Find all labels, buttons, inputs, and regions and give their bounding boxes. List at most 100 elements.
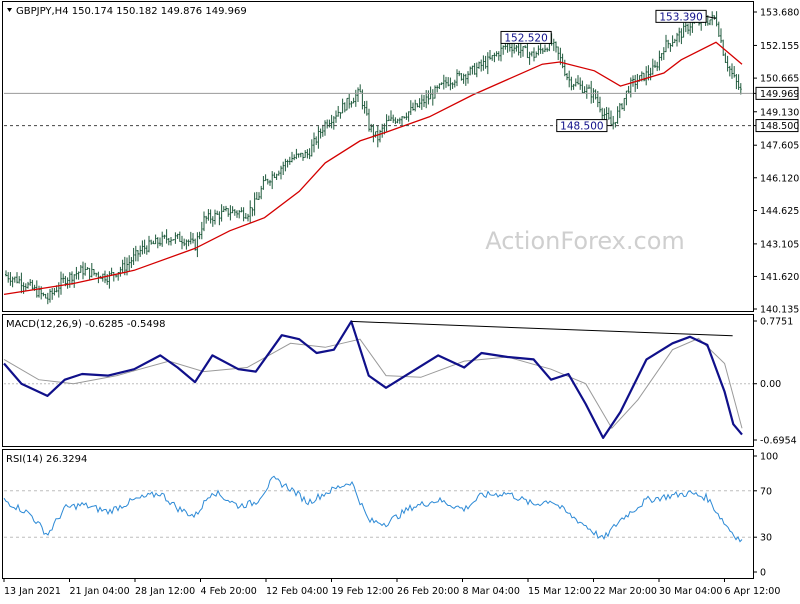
annotation-box [500, 30, 552, 44]
price-bar [352, 97, 355, 104]
y-tick-label: 147.605 [753, 141, 799, 152]
price-bar [618, 102, 621, 119]
price-bar [524, 45, 527, 49]
price-bar [273, 172, 276, 179]
price-bar [456, 69, 458, 87]
price-bar [46, 292, 49, 305]
y-label-box [755, 119, 799, 133]
price-bar [354, 89, 357, 107]
y-tick-text: 149.969 [760, 89, 799, 100]
y-tick-text: -0.6954 [760, 436, 797, 447]
price-bar [662, 47, 665, 60]
annotation-label: 153.390 [659, 11, 702, 23]
price-bar [95, 272, 98, 277]
x-tick-label: 13 Jan 2021 [3, 578, 61, 597]
price-bar [198, 231, 201, 240]
y-tick-label: 140.135 [753, 305, 799, 316]
price-bar [458, 70, 461, 77]
price-bar [414, 99, 417, 112]
x-tick-label: 22 Mar 20:00 [593, 578, 657, 597]
price-bar [132, 247, 135, 266]
price-bar [93, 268, 95, 276]
price-bar [656, 61, 659, 72]
price-bar [643, 72, 645, 82]
price-bar [563, 59, 566, 77]
price-bar [247, 213, 249, 222]
y-tick-text: 141.620 [760, 272, 799, 283]
price-bar [16, 272, 18, 284]
price-bar [183, 238, 186, 247]
price-bar [572, 83, 575, 90]
price-bar [634, 74, 637, 93]
annotation-box [556, 119, 608, 133]
price-bar [387, 115, 390, 122]
price-bar [579, 77, 582, 90]
price-header: GBPJPY,H4 150.174 150.182 149.876 149.96… [16, 6, 247, 17]
price-bar [561, 53, 564, 69]
price-bar [645, 66, 648, 86]
price-bar [324, 120, 326, 136]
price-bar [51, 288, 54, 300]
price-bar [343, 102, 346, 113]
y-tick-label: 70 [753, 486, 772, 497]
y-tick-text: 0.7751 [760, 317, 793, 328]
y-tick-text: 144.625 [760, 206, 799, 217]
price-bar [18, 276, 21, 284]
price-bar [97, 271, 100, 284]
price-bar [137, 250, 139, 262]
price-bar [42, 292, 45, 297]
price-bar [660, 53, 663, 61]
price-bar [546, 47, 549, 52]
price-bar [84, 262, 87, 276]
price-bar [368, 108, 370, 132]
price-bar [150, 239, 153, 245]
price-bar [240, 207, 243, 213]
price-bar [621, 103, 623, 110]
price-annotation: 152.520 [500, 30, 552, 44]
price-bar [460, 73, 463, 81]
price-bar [530, 51, 533, 57]
price-bar [539, 43, 542, 54]
price-bar [396, 118, 399, 124]
price-bar [119, 266, 122, 277]
y-tick-text: 70 [760, 486, 772, 497]
price-pane [2, 1, 754, 312]
price-bar [405, 112, 408, 120]
price-bar [359, 84, 362, 93]
price-bar [348, 93, 351, 109]
price-bar [187, 239, 190, 247]
price-bar [372, 124, 375, 143]
price-bar [467, 71, 469, 84]
x-tick-label: 28 Jan 12:00 [134, 578, 195, 597]
price-bar [317, 126, 320, 149]
price-bar [658, 50, 661, 71]
x-tick-text: 6 Apr 12:00 [725, 586, 781, 597]
price-bar [537, 45, 540, 56]
price-bar [159, 237, 161, 247]
price-bar [337, 105, 340, 117]
y-tick-label: 30 [753, 533, 772, 544]
price-bar [49, 288, 51, 303]
watermark-text: ActionForex.com [485, 227, 685, 255]
x-tick-label: 6 Apr 12:00 [724, 578, 781, 597]
macd-trendline [351, 320, 733, 337]
y-tick-text: 140.135 [760, 305, 799, 316]
price-bar [77, 271, 80, 280]
price-bar [390, 110, 392, 122]
x-tick-text: 19 Feb 12:00 [332, 586, 394, 597]
price-bar [535, 51, 538, 58]
price-bar [464, 73, 467, 86]
y-tick-label: 149.969 [753, 86, 799, 100]
price-bar [363, 101, 366, 114]
price-bar [449, 77, 452, 91]
price-bar [9, 272, 12, 286]
price-bar [726, 55, 729, 72]
price-bar [346, 97, 348, 111]
y-tick-text: 148.500 [760, 121, 799, 132]
price-bar [517, 43, 520, 56]
price-bar [110, 267, 113, 276]
price-bar [5, 270, 7, 277]
price-bar [291, 151, 293, 163]
x-tick-label: 19 Feb 12:00 [331, 578, 394, 597]
